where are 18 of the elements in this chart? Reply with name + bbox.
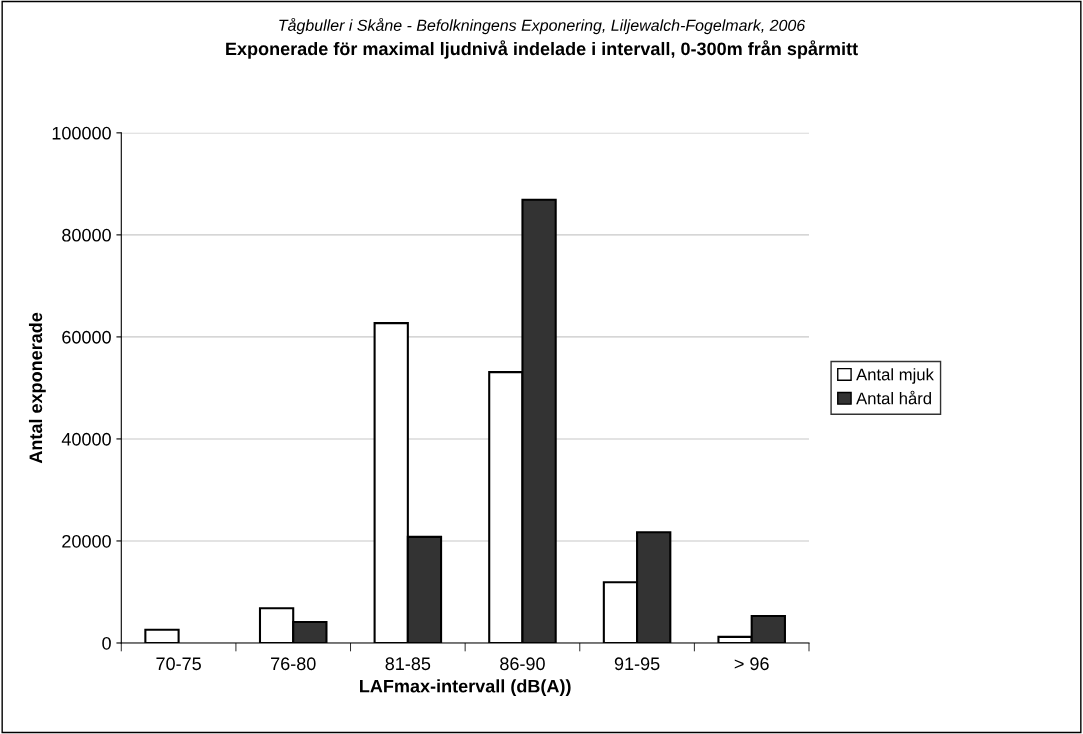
x-tick-label: 76-80: [271, 657, 316, 671]
x-tick-label: 70-75: [156, 657, 201, 671]
chart-subtitle: Tågbuller i Skåne - Befolkningens Exponering, Liljewalch-Fogelmark, 2006: [279, 17, 806, 35]
y-tick-label: 40000: [61, 432, 111, 446]
x-tick-label: 86-90: [500, 657, 545, 671]
x-tick-label: 91-95: [614, 657, 660, 671]
x-axis-title: LAFmax-intervall (dB(A)): [360, 679, 571, 697]
y-tick-label: 60000: [62, 330, 111, 344]
legend-label: Antal mjuk: [856, 368, 934, 384]
x-tick-label: 81-85: [385, 657, 431, 671]
x-tick-label: > 96: [734, 657, 769, 671]
y-tick-label: 100000: [52, 126, 111, 140]
y-axis-title: Antal exponerade: [28, 312, 46, 464]
y-tick-label: 80000: [62, 228, 111, 242]
legend-label: Antal hård: [856, 390, 931, 405]
y-tick-label: 20000: [62, 534, 111, 548]
y-tick-label: 0: [102, 636, 111, 650]
chart-title: Exponerade för maximal ljudnivå indelade i intervall, 0-300m från spårmitt: [226, 40, 858, 59]
